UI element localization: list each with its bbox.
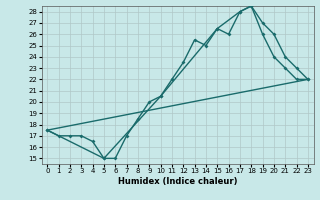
X-axis label: Humidex (Indice chaleur): Humidex (Indice chaleur): [118, 177, 237, 186]
